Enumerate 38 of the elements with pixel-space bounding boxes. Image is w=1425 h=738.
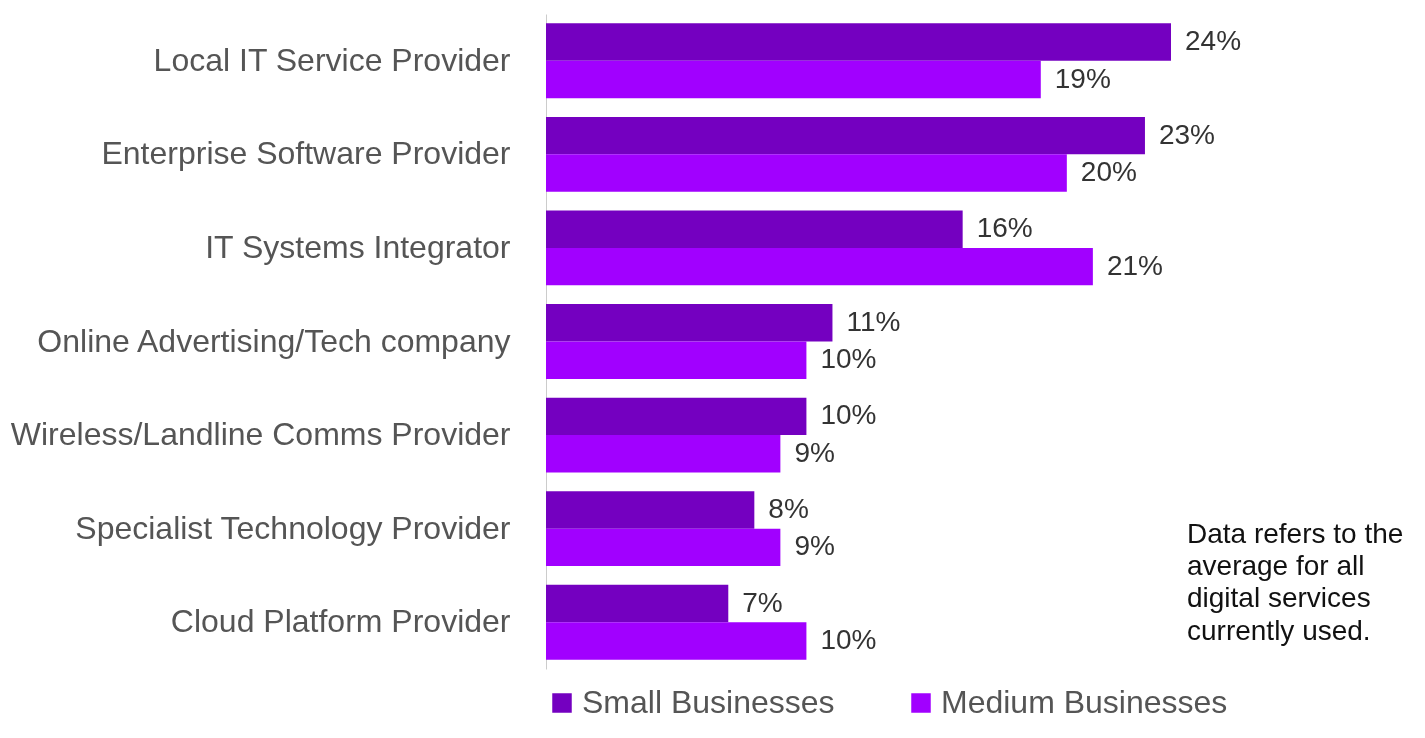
bar [546, 435, 781, 473]
bar [546, 491, 755, 529]
data-label: 7% [742, 586, 783, 618]
y-tick-label: Specialist Technology Provider [75, 509, 511, 546]
legend-label: Medium Businesses [941, 684, 1228, 720]
y-tick-label: Cloud Platform Provider [170, 603, 511, 640]
bar [546, 60, 1041, 99]
legend-label: Small Businesses [582, 684, 835, 720]
y-tick-label: Local IT Service Provider [153, 41, 511, 78]
data-label: 9% [794, 436, 835, 468]
bar [546, 584, 729, 623]
data-label: 19% [1054, 62, 1111, 94]
data-label: 23% [1158, 118, 1216, 150]
y-tick-label: Online Advertising/Tech company [37, 322, 511, 359]
bar [546, 304, 833, 342]
bar [546, 341, 807, 379]
text: Data refers to the average for all digital services currently used. [1187, 518, 1405, 647]
y-tick-label: IT Systems Integrator [205, 228, 511, 265]
y-tick-label: Enterprise Software Provider [101, 135, 511, 172]
bar [546, 528, 781, 567]
bar [546, 116, 1145, 155]
bar [546, 622, 807, 660]
data-label: 21% [1106, 249, 1163, 281]
data-label: 20% [1080, 156, 1137, 188]
bar [546, 154, 1067, 192]
y-tick-label: Wireless/Landline Comms Provider [10, 416, 511, 453]
data-label: 16% [976, 212, 1033, 244]
data-label: 10% [820, 343, 877, 375]
bar [546, 210, 963, 248]
bar [546, 397, 807, 436]
data-label: 8% [768, 492, 809, 524]
data-label: 10% [820, 623, 877, 655]
bar [546, 247, 1093, 286]
data-label: 10% [820, 399, 877, 431]
data-label: 11% [846, 305, 901, 337]
data-label: 24% [1185, 25, 1242, 57]
data-label: 9% [794, 530, 835, 562]
bar [546, 23, 1171, 61]
